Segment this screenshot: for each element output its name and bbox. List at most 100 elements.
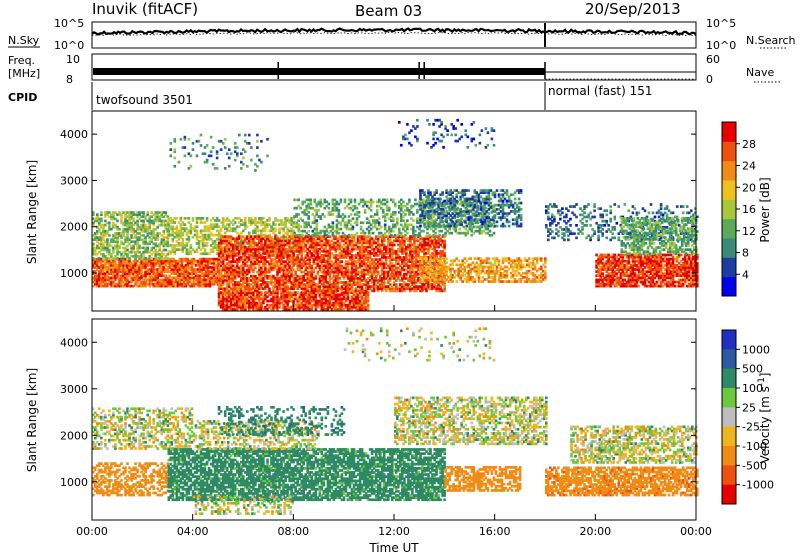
heatmap-cell — [134, 252, 137, 256]
heatmap-cell — [156, 225, 159, 229]
heatmap-cell — [128, 215, 131, 219]
heatmap-cell — [102, 284, 105, 288]
heatmap-cell — [126, 255, 129, 258]
heatmap-cell — [128, 259, 131, 263]
heatmap-cell — [167, 235, 171, 239]
heatmap-cell — [158, 268, 161, 271]
heatmap-cell — [132, 219, 135, 223]
heatmap-cell — [171, 239, 175, 243]
heatmap-cell — [120, 268, 123, 271]
heatmap-cell — [98, 272, 101, 275]
heatmap-cell — [156, 219, 159, 223]
noise-trace — [91, 23, 697, 47]
heatmap-cell — [327, 206, 331, 210]
heatmap-cell — [146, 278, 149, 282]
heatmap-cell — [158, 211, 161, 214]
heatmap-cell — [162, 257, 166, 260]
heatmap-cell — [118, 259, 121, 263]
heatmap-cell — [140, 215, 143, 219]
heatmap-cell — [96, 264, 99, 267]
heatmap-cell — [206, 284, 210, 288]
heatmap-cell — [162, 270, 166, 273]
heatmap-cell — [188, 261, 192, 265]
heatmap-cell — [106, 221, 109, 225]
heatmap-cell — [182, 270, 186, 273]
heatmap-cell — [124, 264, 127, 267]
heatmap-cell — [148, 221, 151, 225]
heatmap-cell — [134, 234, 137, 237]
heatmap-cell — [162, 259, 166, 263]
heatmap-cell — [188, 272, 192, 275]
heatmap-cell — [171, 229, 175, 233]
heatmap-cell — [158, 223, 161, 227]
heatmap-cell — [170, 278, 174, 282]
heatmap-cell — [200, 274, 204, 278]
heatmap-cell — [162, 266, 166, 269]
heatmap-cell — [108, 272, 111, 275]
heatmap-cell — [110, 261, 113, 265]
heatmap-cell — [179, 248, 183, 251]
heatmap-cell — [138, 217, 141, 221]
heatmap-cell — [104, 257, 107, 260]
heatmap-cell — [126, 236, 129, 239]
heatmap-cell — [194, 282, 198, 286]
heatmap-cell — [106, 242, 109, 246]
heatmap-cell — [124, 280, 127, 284]
heatmap-cell — [100, 268, 103, 271]
heatmap-cell — [126, 221, 129, 225]
heatmap-cell — [128, 270, 131, 273]
heatmap-cell — [150, 246, 153, 250]
heatmap-cell — [164, 284, 168, 288]
heatmap-cell — [206, 276, 210, 280]
heatmap-cell — [146, 261, 149, 265]
heatmap-cell — [94, 278, 97, 282]
heatmap-cell — [124, 230, 127, 233]
heatmap-cell — [128, 213, 131, 216]
heatmap-cell — [146, 259, 149, 263]
heatmap-cell — [94, 217, 97, 221]
heatmap-cell — [98, 278, 101, 282]
heatmap-cell — [136, 255, 139, 258]
heatmap-cell — [120, 236, 123, 239]
heatmap-cell — [116, 282, 119, 286]
heatmap-cell — [184, 268, 188, 271]
heatmap-cell — [192, 268, 196, 271]
heatmap-cell — [136, 268, 139, 271]
heatmap-cell — [126, 219, 129, 223]
heatmap-cell — [168, 284, 172, 288]
heatmap-cell — [156, 282, 159, 286]
heatmap-cell — [108, 225, 111, 229]
heatmap-cell — [130, 250, 133, 254]
heatmap-cell — [164, 255, 168, 258]
heatmap-cell — [138, 284, 141, 288]
heatmap-cell — [186, 259, 190, 263]
heatmap-cell — [128, 274, 131, 278]
heatmap-cell — [176, 274, 180, 278]
heatmap-cell — [94, 276, 97, 280]
heatmap-cell — [110, 244, 113, 248]
heatmap-cell — [130, 266, 133, 269]
heatmap-cell — [130, 217, 133, 221]
heatmap-cell — [208, 257, 212, 261]
heatmap-cell — [126, 215, 129, 219]
heatmap-cell — [349, 213, 353, 216]
heatmap-cell — [132, 217, 135, 221]
heatmap-cell — [142, 242, 145, 246]
heatmap-cell — [202, 266, 206, 269]
heatmap-cell — [196, 259, 200, 263]
heatmap-cell — [190, 284, 194, 288]
heatmap-cell — [180, 264, 184, 267]
heatmap-cell — [136, 242, 139, 246]
beam-title: Beam 03 — [355, 2, 422, 20]
heatmap-cell — [164, 274, 168, 278]
heatmap-cell — [142, 278, 145, 282]
heatmap-cell — [175, 225, 179, 229]
heatmap-cell — [110, 284, 113, 288]
heatmap-cell — [144, 274, 147, 278]
heatmap-cell — [120, 257, 123, 260]
heatmap-cell — [152, 261, 155, 265]
heatmap-cell — [357, 215, 361, 218]
heatmap-cell — [132, 268, 135, 271]
heatmap-cell — [114, 240, 117, 244]
heatmap-cell — [122, 211, 125, 214]
